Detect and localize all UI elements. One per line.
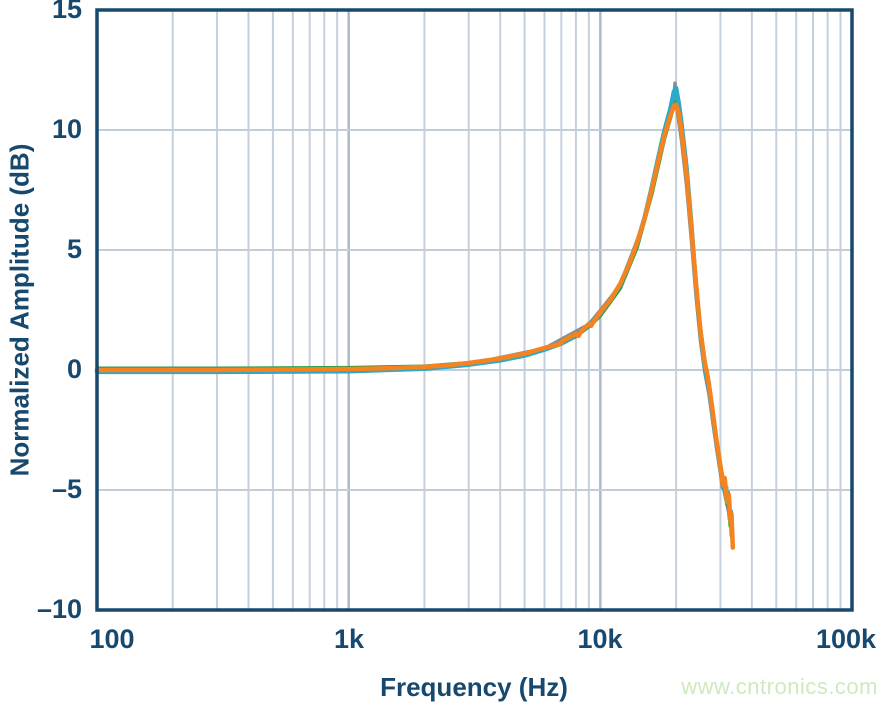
- y-tick-label: 0: [66, 353, 82, 384]
- y-tick-label: 5: [66, 233, 82, 264]
- series-run-green: [95, 99, 734, 540]
- y-tick-label: –5: [51, 473, 82, 504]
- y-axis-title: Normalized Amplitude (dB): [4, 143, 35, 477]
- y-tick-label: 15: [51, 0, 82, 24]
- series-run-darkblue: [95, 94, 731, 514]
- series-run-gray: [95, 81, 729, 497]
- plot-border: [95, 8, 854, 612]
- watermark-text: www.cntronics.com: [681, 674, 878, 699]
- x-tick-label: 100: [89, 624, 135, 654]
- y-tick-label: –10: [36, 593, 82, 624]
- x-tick-label: 100k: [815, 624, 877, 654]
- x-axis-title: Frequency (Hz): [380, 672, 568, 702]
- series-run-teal: [94, 85, 735, 538]
- x-tick-label: 1k: [333, 624, 365, 654]
- x-tick-label: 10k: [577, 624, 623, 654]
- series-run-maroon: [95, 97, 732, 524]
- y-tick-label: 10: [51, 113, 82, 144]
- series-run-orange: [94, 102, 736, 550]
